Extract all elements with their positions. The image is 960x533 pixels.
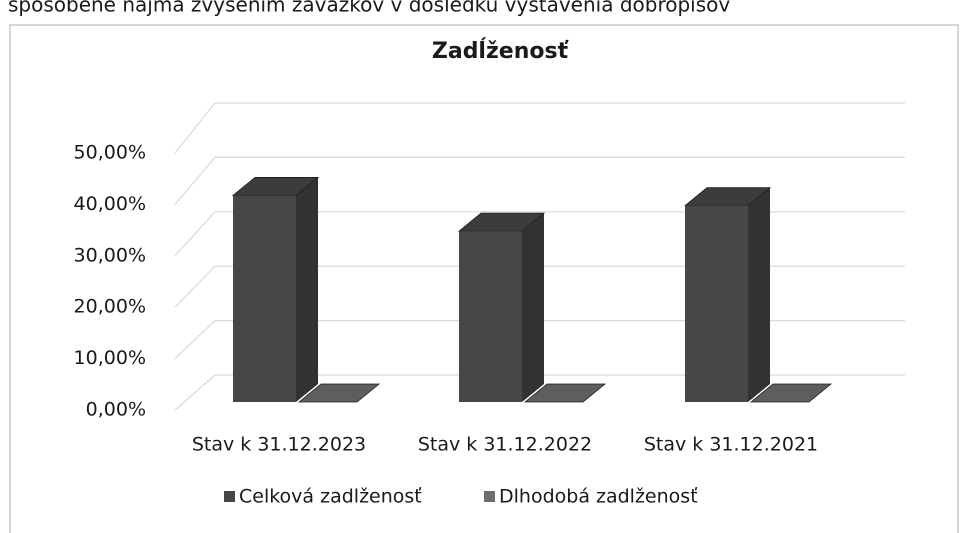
grid-side (174, 157, 216, 205)
grid-line (174, 102, 905, 154)
chart-title: Zadĺženosť (432, 38, 570, 64)
grid-side (174, 265, 216, 308)
bar-front (233, 195, 296, 402)
grid-line (174, 211, 905, 257)
chart-frame (9, 24, 959, 533)
legend-label: Celková zadlženosť (239, 486, 422, 508)
grid-line (174, 156, 905, 205)
grid-line (174, 265, 905, 308)
grid-side (174, 320, 216, 360)
grid-side (174, 102, 216, 154)
bar (749, 383, 833, 403)
x-tick-label: Stav k 31.12.2023 (192, 434, 366, 456)
bar-side (296, 177, 318, 402)
bar (523, 383, 607, 403)
bar (457, 212, 546, 402)
y-tick-label: 40,00% (74, 193, 146, 215)
y-tick-label: 50,00% (74, 142, 146, 164)
bar-top (749, 383, 833, 403)
bar-top (297, 383, 381, 403)
x-tick-label: Stav k 31.12.2022 (418, 434, 592, 456)
legend-label: Dlhodobá zadlženosť (499, 486, 698, 508)
y-tick-label: 0,00% (86, 399, 146, 421)
bar (683, 187, 772, 402)
bar-side (748, 187, 770, 402)
grid-line (174, 320, 905, 360)
x-tick-label: Stav k 31.12.2021 (644, 434, 818, 456)
grid-side (174, 211, 216, 257)
bar (297, 383, 381, 403)
legend-swatch (484, 491, 495, 502)
grid-line (174, 374, 905, 411)
grid-side (174, 374, 216, 411)
bar-side (522, 213, 544, 402)
bar-top (523, 383, 607, 403)
bar (231, 177, 320, 402)
bar-front (459, 231, 522, 402)
document-text: spôsobené najmä zvýšením záväzkov v dôsl… (8, 0, 730, 17)
y-tick-label: 10,00% (74, 347, 146, 369)
y-tick-label: 20,00% (74, 296, 146, 318)
bar-front (685, 205, 748, 402)
legend-swatch (224, 491, 235, 502)
y-tick-label: 30,00% (74, 244, 146, 266)
